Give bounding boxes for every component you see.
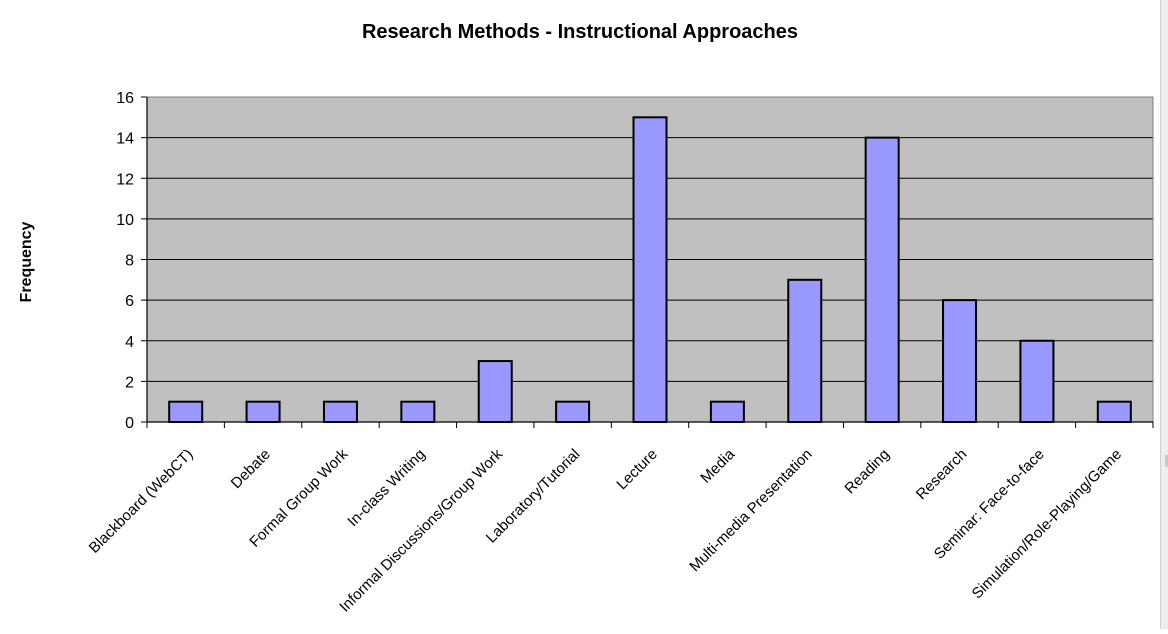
x-tick-label: Lecture [613,446,660,493]
bar [477,360,513,423]
x-tick-label: Research [913,446,970,503]
bar [322,400,358,423]
x-tick-label: Simulation/Role-Playing/Game [969,446,1125,602]
y-tick-label: 8 [125,253,134,270]
bar [709,400,745,423]
x-tick-label: Media [697,445,738,486]
bar [400,400,436,423]
x-tick-label: Debate [228,446,274,492]
bar [1019,339,1055,423]
bar [864,136,900,423]
bar [245,400,281,423]
x-tick-label: Reading [841,446,893,498]
y-tick-label: 4 [125,334,134,351]
bar [942,299,978,423]
y-tick-label: 14 [116,131,134,148]
x-tick-label: Blackboard (WebCT) [86,446,197,557]
bar [1096,400,1132,423]
y-axis-label: Frequency [18,221,35,302]
x-tick-label: In-class Writing [344,446,428,530]
chart-title: Research Methods - Instructional Approac… [362,21,798,43]
y-tick-label: 2 [125,374,134,391]
scrollbar-thumb[interactable] [1165,455,1168,467]
y-tick-label: 16 [116,90,134,107]
bar [168,400,204,423]
bar [787,278,823,423]
x-tick-label: Informal Discussions/Group Work [336,445,506,615]
bar [555,400,591,423]
window-edge [1160,0,1168,629]
bar [632,116,668,423]
y-tick-label: 12 [116,171,134,188]
y-tick-label: 0 [125,415,134,432]
y-tick-label: 6 [125,293,134,310]
y-tick-label: 10 [116,212,134,229]
